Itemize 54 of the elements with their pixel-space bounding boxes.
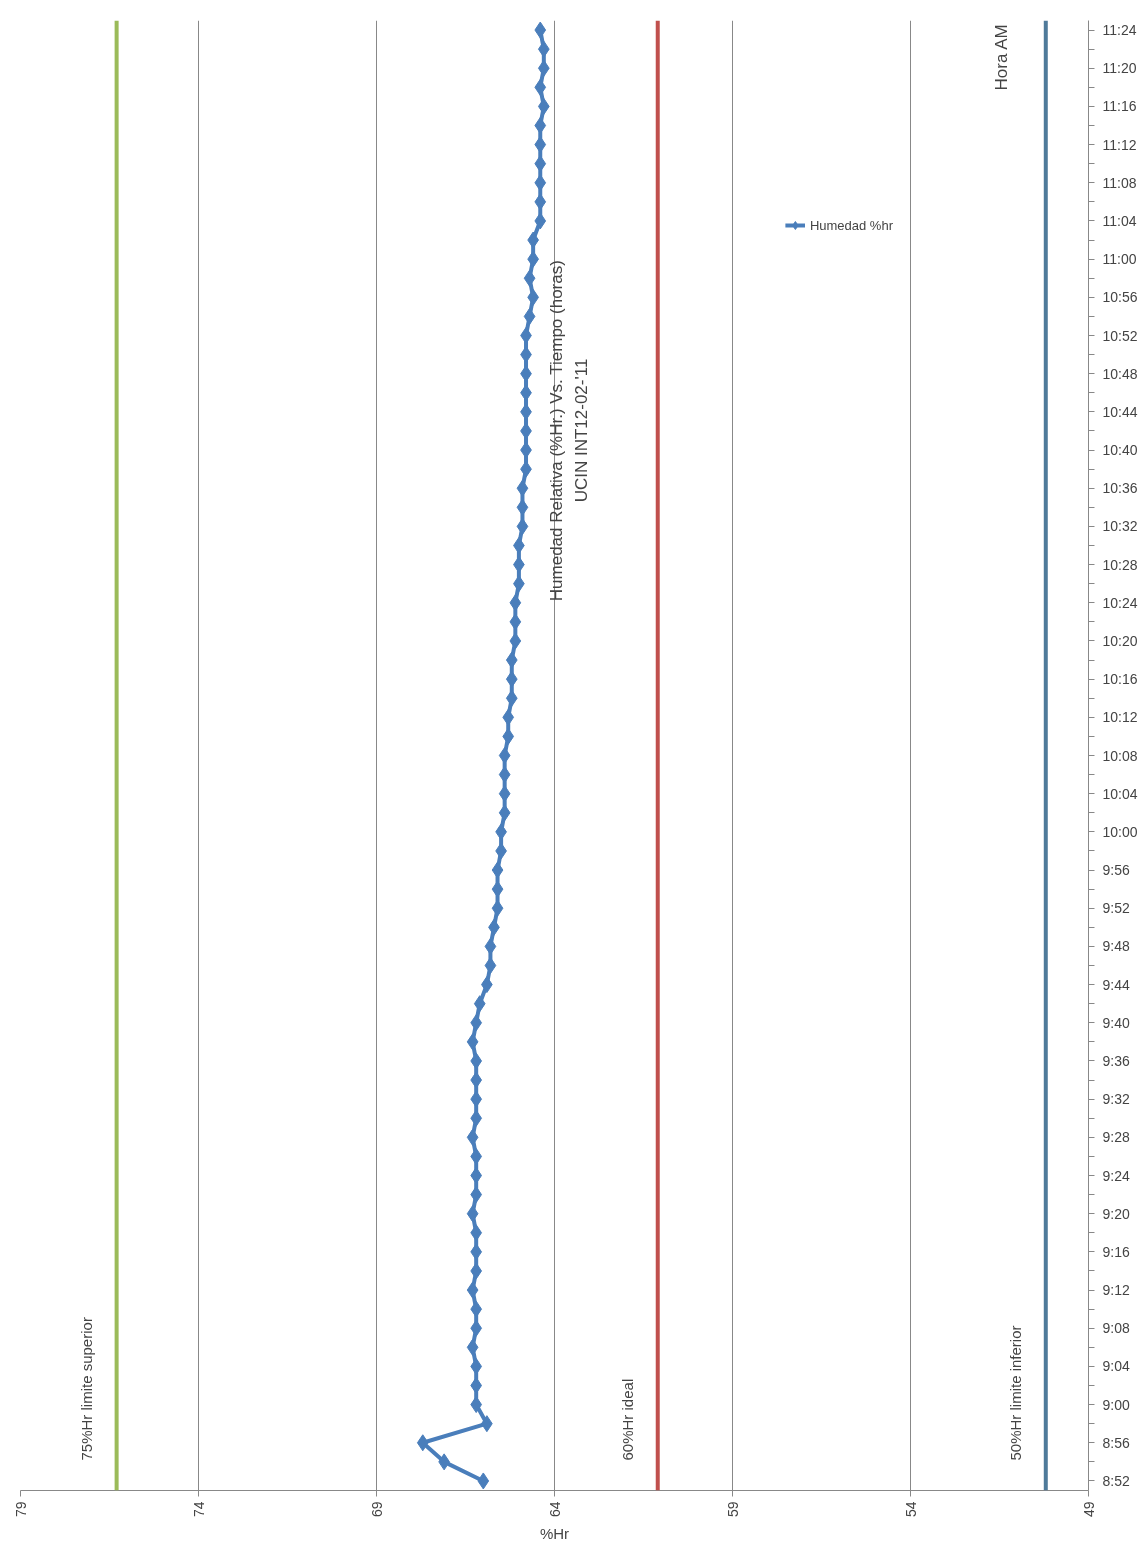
y-tick-label: 10:32	[1102, 518, 1138, 535]
x-tick-label: 74	[190, 1501, 207, 1518]
y-tick-label: 10:48	[1102, 365, 1138, 382]
y-axis-title: Hora AM	[991, 24, 1011, 91]
y-tick-label: 9:08	[1102, 1320, 1130, 1337]
y-tick-label: 8:56	[1102, 1434, 1130, 1451]
y-tick-label: 9:40	[1102, 1014, 1130, 1031]
y-tick-label: 9:36	[1102, 1052, 1130, 1069]
y-tick-label: 9:24	[1102, 1167, 1130, 1184]
y-tick-label: 10:44	[1102, 403, 1138, 420]
y-tick-label: 11:16	[1102, 98, 1137, 115]
x-tick-label: 64	[546, 1501, 563, 1518]
x-tick-label: 69	[368, 1501, 385, 1518]
y-tick-label: 9:32	[1102, 1091, 1130, 1108]
text: UCIN INT12-02-'11	[571, 358, 591, 503]
y-tick-label: 11:24	[1102, 22, 1137, 39]
ref-line-label: 50%Hr limite inferior	[1006, 1325, 1024, 1461]
y-tick-label: 10:56	[1102, 289, 1138, 306]
x-tick-label: 79	[12, 1501, 29, 1518]
y-tick-label: 9:44	[1102, 976, 1130, 993]
ref-line-label: 75%Hr limite superior	[77, 1317, 95, 1461]
y-tick-label: 11:12	[1102, 136, 1137, 153]
y-tick-label: 10:52	[1102, 327, 1138, 344]
x-tick-label: 59	[724, 1501, 741, 1518]
y-tick-label: 9:16	[1102, 1243, 1130, 1260]
y-tick-label: 11:08	[1102, 174, 1137, 191]
y-tick-label: 9:52	[1102, 900, 1130, 917]
y-tick-label: 10:08	[1102, 747, 1138, 764]
y-tick-label: 10:04	[1102, 785, 1138, 802]
y-tick-label: 9:12	[1102, 1282, 1130, 1299]
y-tick-label: 9:28	[1102, 1129, 1130, 1146]
y-tick-label: 10:16	[1102, 671, 1138, 688]
y-tick-label: 10:00	[1102, 823, 1138, 840]
x-axis-title: %Hr	[539, 1525, 570, 1543]
x-tick-label: 54	[902, 1501, 919, 1518]
y-tick-label: 9:56	[1102, 862, 1130, 879]
y-tick-label: 11:20	[1102, 60, 1137, 77]
y-tick-label: 9:48	[1102, 938, 1130, 955]
ref-line-label: 60%Hr ideal	[618, 1378, 636, 1461]
y-tick-label: 10:12	[1102, 709, 1138, 726]
y-tick-label: 10:40	[1102, 442, 1138, 459]
y-tick-label: 10:20	[1102, 632, 1138, 649]
y-tick-label: 8:52	[1102, 1472, 1130, 1489]
y-tick-label: 11:00	[1102, 251, 1137, 268]
y-tick-label: 10:28	[1102, 556, 1138, 573]
y-tick-label: 10:24	[1102, 594, 1138, 611]
y-tick-label: 9:00	[1102, 1396, 1130, 1413]
y-tick-label: 10:36	[1102, 480, 1138, 497]
y-tick-label: 11:04	[1102, 212, 1137, 229]
y-tick-label: 9:04	[1102, 1358, 1130, 1375]
text: Humedad Relativa (%Hr.) Vs. Tiempo (horas)	[546, 260, 566, 602]
y-tick-label: 9:20	[1102, 1205, 1130, 1222]
x-tick-label: 49	[1080, 1501, 1097, 1518]
legend-label: Humedad %hr	[809, 217, 893, 233]
